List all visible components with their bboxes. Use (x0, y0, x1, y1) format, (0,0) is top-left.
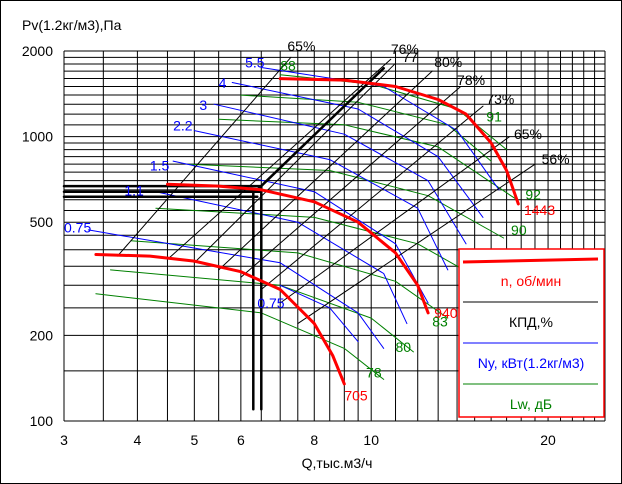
power-line (260, 67, 500, 191)
noise-line (240, 94, 492, 162)
power-line (213, 103, 467, 245)
power-line (193, 130, 449, 271)
y-axis-label: Pv(1.2кг/м3),Па (22, 17, 122, 33)
power-line (155, 191, 408, 325)
annotation-label: 91 (486, 109, 502, 125)
x-tick-label: 20 (540, 432, 556, 448)
noise-line (110, 269, 414, 353)
annotation-label: 3 (199, 97, 207, 113)
x-tick-label: 10 (363, 432, 379, 448)
legend-label-noise: Lw, дБ (510, 396, 552, 412)
annotation-label: 65% (514, 126, 542, 142)
noise-lines (95, 74, 518, 380)
power-line (231, 82, 484, 218)
speed-curves (94, 77, 520, 386)
annotation-label: 0.75 (257, 295, 284, 311)
annotation-label: 78 (366, 365, 382, 381)
power-line (87, 229, 385, 349)
x-tick-label: 4 (134, 432, 142, 448)
efficiency-line (193, 62, 396, 264)
y-tick-label: 2000 (22, 43, 53, 59)
annotation-label: 4 (219, 75, 227, 91)
efficiency-line (240, 86, 462, 278)
speed-curve (94, 253, 346, 386)
efficiency-line (260, 105, 484, 290)
power-line (279, 284, 359, 343)
x-tick-label: 8 (310, 432, 318, 448)
efficiency-line (117, 56, 292, 257)
annotation-label: 1.5 (150, 158, 170, 174)
annotation-label: 1.1 (124, 183, 144, 199)
annotation-label: 80% (434, 54, 462, 70)
speed-curve (278, 77, 520, 206)
x-tick-label: 6 (237, 432, 245, 448)
efficiency-line (279, 136, 511, 304)
annotation-label: 5.5 (245, 54, 265, 70)
noise-line (218, 118, 518, 201)
annotation-label: 2.2 (173, 118, 193, 134)
annotation-label: 705 (344, 388, 368, 404)
speed-curve (166, 182, 430, 315)
legend-label-speed: n, об/мин (501, 273, 561, 289)
power-line (172, 160, 429, 304)
x-axis-label: Q,тыс.м3/ч (302, 455, 373, 471)
efficiency-line (167, 58, 392, 260)
y-tick-label: 1000 (22, 129, 53, 145)
y-tick-label: 100 (30, 413, 54, 429)
annotation-label: 73% (486, 91, 514, 107)
annotation-label: 90 (511, 222, 527, 238)
annotation-label: 77 (402, 49, 418, 65)
x-tick-label: 5 (190, 432, 198, 448)
annotation-label: 1443 (524, 202, 555, 218)
legend-label-power: Ny, кВт(1.2кг/м3) (478, 355, 585, 371)
operating-line (256, 66, 385, 192)
annotation-label: 92 (525, 187, 541, 203)
annotation-label: 88 (280, 57, 296, 73)
power-lines (87, 67, 500, 349)
y-tick-label: 500 (30, 214, 54, 230)
legend-swatch-speed (462, 257, 599, 264)
noise-line (188, 163, 505, 239)
annotation-label: 76% (391, 41, 419, 57)
annotation-label: 940 (434, 305, 458, 321)
annotation-label: 65% (287, 38, 315, 54)
annotation-label: 56% (542, 151, 570, 167)
annotation-label: 80 (396, 339, 412, 355)
annotation-label: 83 (432, 313, 448, 329)
x-tick-label: 3 (60, 432, 68, 448)
noise-line (95, 293, 385, 380)
efficiency-line (297, 163, 536, 325)
annotation-label: 78% (457, 72, 485, 88)
annotation-label: 0.75 (64, 220, 91, 236)
legend: n, об/мин КПД,% Ny, кВт(1.2кг/м3) Lw, дБ (458, 248, 605, 418)
legend-label-efficiency: КПД,% (509, 314, 553, 330)
legend-box (458, 248, 605, 418)
y-tick-label: 200 (30, 327, 54, 343)
